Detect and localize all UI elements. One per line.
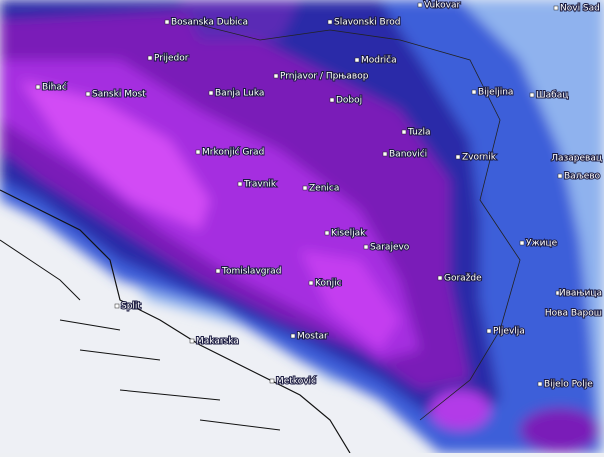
place-marker [553,5,559,11]
place-marker [471,89,477,95]
place-marker [308,280,314,286]
place-label: Zvornik [462,153,497,163]
place-marker [529,92,535,98]
place-label: Novi Sad [560,4,600,14]
place-label: Prijedor [154,54,189,64]
place-marker [548,310,554,316]
place-marker [329,97,335,103]
place-label: Pljevlja [493,327,525,337]
place-label: Metković [276,376,316,387]
border [179,19,521,421]
place-label: Ужице [526,239,558,249]
place-marker [208,90,214,96]
place-label: Ивањица [559,289,602,299]
place-marker [455,154,461,160]
place-label: Bijelo Polje [544,380,593,390]
place-marker [363,244,369,250]
place-marker [519,240,525,246]
place-marker [382,151,388,157]
place-label: Makarska [196,337,239,347]
place-label: Tomislavgrad [221,267,281,277]
place-marker [290,333,296,339]
place-marker [114,303,120,309]
place-label: Bosanska Dubica [171,18,248,28]
place-marker [215,268,221,274]
place-marker [354,57,360,63]
place-labels: Bosanska Dubica Prijedor Bihać Sanski Most B… [35,0,603,391]
place-label: Ваљево [564,172,601,182]
place-label: Sarajevo [370,243,410,253]
place-label: Banja Luka [215,89,264,99]
place-marker [147,55,153,61]
place-label: Slavonski Brod [334,18,400,28]
place-marker [557,155,563,161]
place-label: Doboj [336,96,362,106]
place-label: Modriča [361,55,397,66]
place-marker [237,181,243,187]
coastline [0,189,351,454]
place-label: Travnik [243,180,277,190]
place-label: Vukovar [424,1,460,11]
islands [0,239,281,431]
place-marker [437,275,443,281]
place-label: Tuzla [407,128,431,138]
place-marker [35,84,41,90]
place-marker [327,19,333,25]
place-marker [302,185,308,191]
place-label: Sanski Most [92,90,146,100]
place-label: Нова Варош [545,309,602,319]
place-marker [189,338,195,344]
place-marker [537,381,543,387]
place-label: Split [121,302,141,312]
place-label: Prnjavor / Прњавор [280,72,369,82]
place-label: Bijeljina [478,88,513,98]
place-label: Kiseljak [331,229,366,239]
place-label: Mostar [297,332,328,342]
place-label: Zenica [309,184,339,194]
place-label: Лазаревац [551,154,602,164]
place-label: Goražde [444,274,482,284]
place-marker [324,230,330,236]
place-marker [164,19,170,25]
place-marker [557,173,563,179]
place-marker [273,73,279,79]
place-marker [401,129,407,135]
place-marker [486,328,492,334]
place-label: Banovići [389,149,427,160]
place-label: Шабац [536,91,568,101]
place-marker [269,378,275,384]
place-label: Konjic [315,279,342,289]
place-label: Mrkonjić Grad [202,147,264,158]
place-marker [195,149,201,155]
place-marker [85,91,91,97]
place-marker [555,290,561,296]
place-label: Bihać [42,82,67,93]
place-marker [417,2,423,8]
